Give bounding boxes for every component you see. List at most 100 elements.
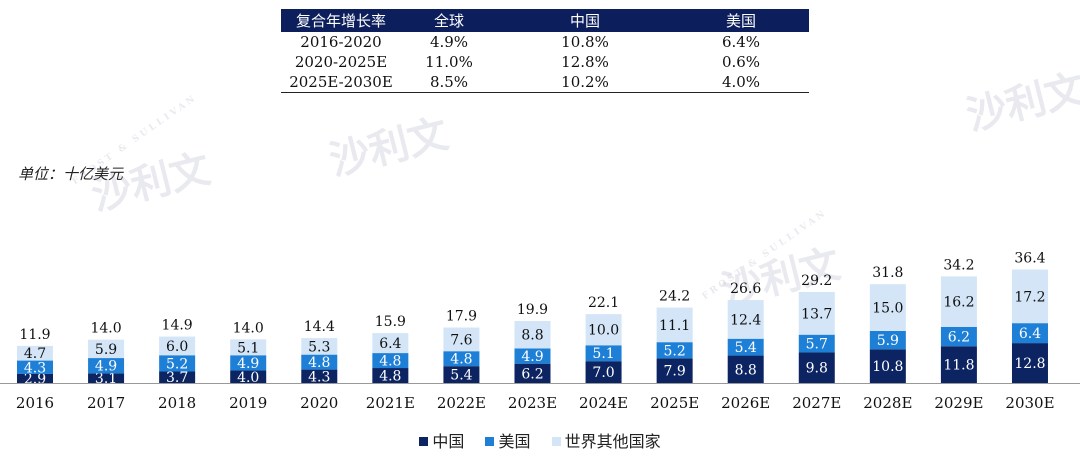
bar-total-label: 14.4 — [304, 319, 335, 335]
x-tick-label: 2022E — [437, 394, 486, 412]
bar-total-label: 14.9 — [162, 318, 193, 334]
bar-total-label: 29.2 — [801, 273, 832, 289]
bar-segment-china — [88, 373, 125, 383]
bar-segment-rest — [514, 320, 551, 349]
bar-total-label: 14.0 — [90, 321, 121, 337]
bar-value-label: 9.8 — [806, 361, 828, 377]
legend-swatch-china — [419, 437, 429, 446]
bar-total-label: 36.4 — [1014, 251, 1045, 267]
bar-segment-us — [1011, 323, 1048, 344]
bar-segment-rest — [159, 336, 196, 356]
bar-value-label: 5.9 — [877, 333, 899, 349]
bar-segment-china — [727, 355, 764, 383]
bar-value-label: 4.8 — [450, 352, 472, 368]
bar-segment-us — [443, 351, 480, 367]
bar-segment-china — [230, 370, 267, 383]
bar-value-label: 16.2 — [943, 295, 974, 311]
cagr-china-value: 10.8% — [561, 33, 609, 51]
cagr-china-value: 12.8% — [561, 53, 609, 71]
cagr-global-value: 8.5% — [401, 72, 497, 93]
x-tick-label: 2019 — [229, 394, 267, 412]
legend-item-us: 美国 — [485, 428, 531, 452]
bar-value-label: 6.2 — [521, 366, 543, 382]
cagr-header-china: 中国 — [497, 9, 673, 32]
x-tick-label: 2028E — [863, 394, 912, 412]
bar-value-label: 5.1 — [237, 340, 259, 356]
bar-segment-china — [1011, 343, 1048, 383]
x-tick-label: 2021E — [366, 394, 415, 412]
bar-segment-us — [727, 338, 764, 356]
x-tick-label: 2023E — [508, 394, 557, 412]
bar-value-label: 4.8 — [308, 355, 330, 371]
bar-segment-us — [301, 354, 338, 370]
bar-value-label: 6.4 — [1019, 326, 1041, 342]
cagr-global-value: 11.0% — [425, 53, 473, 71]
bar-value-label: 5.2 — [166, 356, 188, 372]
bar-segment-rest — [656, 307, 693, 343]
bar-segment-china — [585, 361, 622, 383]
bar-value-label: 13.7 — [801, 306, 832, 322]
bar-value-label: 8.8 — [735, 362, 757, 378]
cagr-table: 复合年增长率 全球 中国 美国 2016-2020 4.9% 10.8% 6.4… — [281, 9, 809, 93]
bar-value-label: 5.7 — [806, 337, 828, 353]
cagr-period: 2025E-2030E — [281, 72, 401, 93]
cagr-header-global: 全球 — [401, 9, 497, 32]
bar-value-label: 4.7 — [24, 346, 46, 362]
bar-value-label: 4.8 — [379, 354, 401, 370]
bar-value-label: 7.0 — [592, 365, 614, 381]
legend-swatch-rest — [551, 437, 561, 446]
legend-label-rest: 世界其他国家 — [564, 432, 661, 451]
bar-segment-rest — [869, 284, 906, 331]
bar-total-label: 26.6 — [730, 281, 761, 297]
legend-item-rest: 世界其他国家 — [551, 428, 661, 452]
bar-value-label: 4.3 — [24, 360, 46, 376]
x-tick-label: 2026E — [721, 394, 770, 412]
bar-value-label: 12.4 — [730, 312, 761, 328]
bar-segment-china — [940, 346, 977, 383]
bar-segment-rest — [585, 314, 622, 346]
bar-value-label: 7.6 — [450, 332, 472, 348]
bar-value-label: 4.0 — [237, 370, 259, 386]
bar-value-label: 4.9 — [521, 349, 543, 365]
bar-value-label: 4.3 — [308, 369, 330, 385]
legend-item-china: 中国 — [419, 428, 464, 452]
bar-segment-us — [230, 355, 267, 371]
bar-segment-us — [159, 355, 196, 372]
cagr-period: 2016-2020 — [300, 33, 382, 51]
bar-segment-rest — [372, 333, 409, 354]
bar-value-label: 5.4 — [735, 340, 757, 356]
x-tick-label: 2017 — [87, 394, 125, 412]
bar-segment-us — [514, 348, 551, 364]
bar-segment-rest — [1011, 269, 1048, 324]
bar-segment-rest — [940, 276, 977, 327]
bar-value-label: 7.9 — [663, 364, 685, 380]
bar-total-label: 31.8 — [872, 265, 903, 281]
bar-segment-rest — [727, 300, 764, 339]
bar-segment-us — [17, 360, 53, 374]
bar-segment-china — [443, 366, 480, 383]
legend-label-us: 美国 — [498, 432, 531, 451]
bar-total-label: 14.0 — [233, 320, 264, 336]
bar-total-label: 15.9 — [375, 314, 406, 330]
cagr-row: 2025E-2030E 8.5% 10.2% 4.0% — [281, 72, 809, 93]
bar-total-label: 22.1 — [588, 295, 619, 311]
bar-segment-china — [656, 358, 693, 383]
bar-segment-us — [88, 358, 125, 374]
bar-value-label: 17.2 — [1014, 289, 1045, 305]
bar-segment-china — [159, 371, 196, 383]
bar-total-label: 19.9 — [517, 302, 548, 318]
x-tick-label: 2018 — [158, 394, 196, 412]
cagr-global-value: 4.9% — [429, 33, 469, 51]
x-tick-label: 2025E — [650, 394, 699, 412]
bar-segment-rest — [17, 345, 53, 361]
cagr-us-value: 0.6% — [721, 53, 761, 71]
bar-segment-china — [798, 352, 835, 383]
bar-segment-china — [372, 368, 409, 383]
bar-value-label: 4.9 — [237, 356, 259, 372]
bar-value-label: 4.9 — [95, 359, 117, 375]
x-tick-label: 2027E — [792, 394, 841, 412]
cagr-period: 2020-2025E — [294, 53, 388, 71]
bar-value-label: 5.1 — [592, 346, 614, 362]
cagr-china-value: 10.2% — [497, 72, 673, 93]
bar-value-label: 11.1 — [659, 318, 690, 334]
